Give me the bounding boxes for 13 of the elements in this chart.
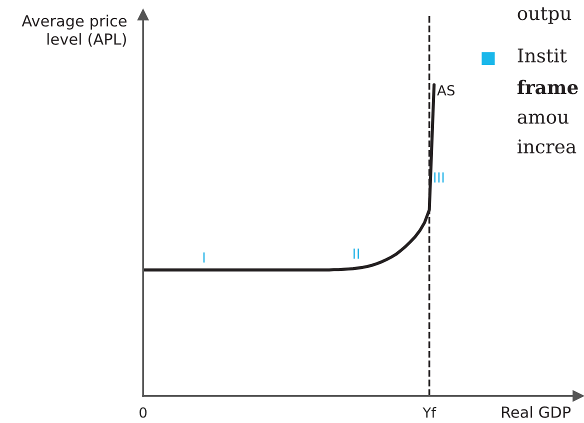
y-axis-title: Average price level (APL) — [22, 14, 126, 47]
text: frame — [517, 80, 578, 94]
annotation: III — [434, 172, 444, 183]
text: Instit — [518, 48, 567, 63]
text: outpu — [518, 7, 572, 24]
annotation: I — [203, 252, 205, 263]
x-tick-label: 0 — [140, 407, 147, 418]
series-label: AS — [437, 85, 454, 96]
annotation: II — [354, 248, 359, 259]
x-axis-title: Real GDP — [502, 406, 571, 418]
text: increa — [518, 139, 576, 154]
x-tick-label: Yf — [422, 407, 436, 418]
text: amou — [518, 114, 568, 124]
